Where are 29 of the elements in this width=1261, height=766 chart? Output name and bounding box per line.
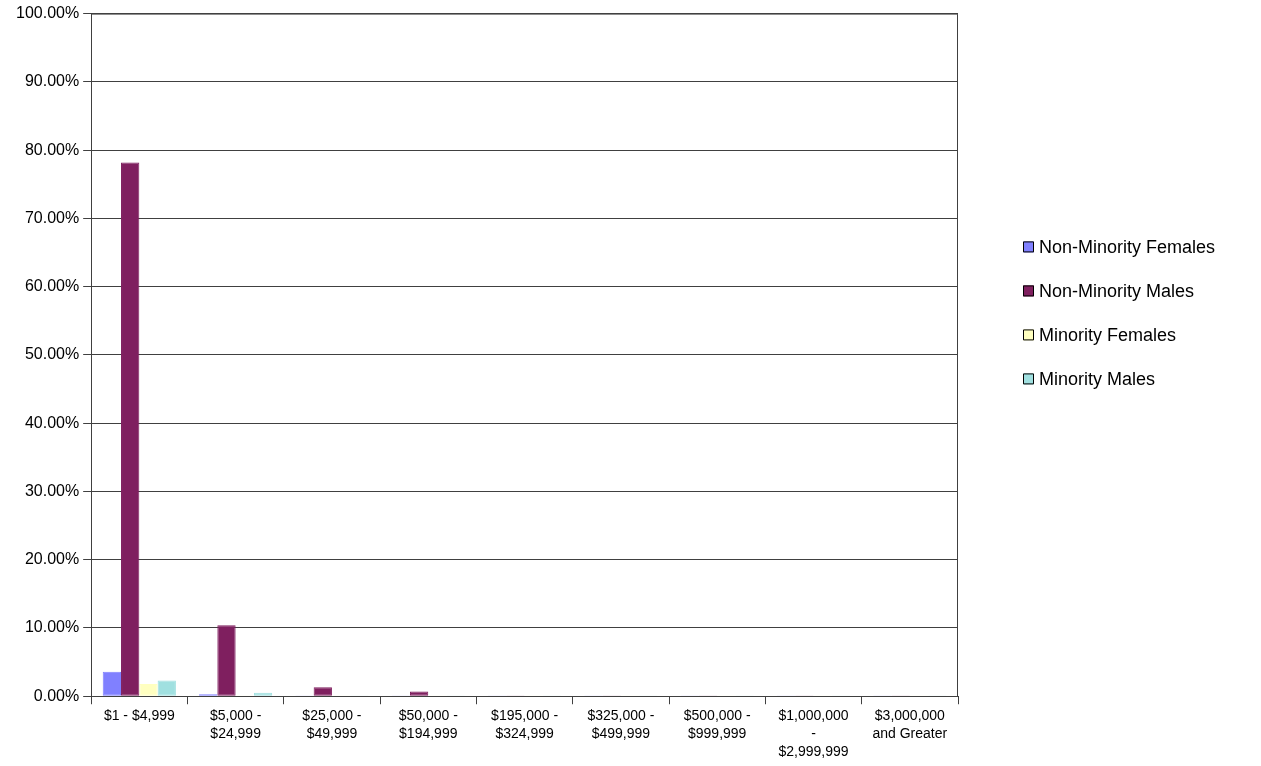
x-tick-label: $1 - $4,999 bbox=[103, 707, 175, 724]
y-tick-label: 90.00% bbox=[24, 72, 80, 90]
legend-label: Non-Minority Females bbox=[1039, 236, 1216, 257]
x-tick-label: $3,000,000 and Greater bbox=[872, 707, 948, 741]
bar bbox=[102, 671, 122, 696]
x-tick-label: $25,000 - $49,999 bbox=[302, 707, 362, 741]
bar bbox=[409, 691, 429, 696]
y-tick-label: 60.00% bbox=[24, 277, 80, 295]
legend-label: Minority Males bbox=[1039, 368, 1156, 389]
y-tick-label: 30.00% bbox=[24, 481, 80, 499]
legend-label: Minority Females bbox=[1039, 324, 1177, 345]
x-tick-label: $325,000 - $499,999 bbox=[587, 707, 655, 741]
legend-label: Non-Minority Males bbox=[1039, 280, 1195, 301]
bar bbox=[217, 625, 236, 696]
y-tick-label: 80.00% bbox=[24, 140, 80, 158]
y-tick-label: 10.00% bbox=[24, 618, 80, 636]
x-tick-label: $1,000,000 - $2,999,999 bbox=[778, 707, 849, 759]
bar bbox=[121, 162, 140, 696]
y-tick-label: 0.00% bbox=[33, 686, 80, 704]
y-tick-label: 20.00% bbox=[24, 550, 80, 568]
y-tick-label: 70.00% bbox=[24, 208, 80, 226]
x-tick-label: $50,000 - $194,999 bbox=[398, 707, 459, 741]
y-tick-label: 100.00% bbox=[15, 4, 80, 22]
y-tick-label: 50.00% bbox=[24, 345, 80, 363]
x-tick-label: $500,000 - $999,999 bbox=[683, 707, 752, 741]
x-tick-label: $195,000 - $324,999 bbox=[491, 707, 559, 741]
x-tick-label: $5,000 - $24,999 bbox=[209, 707, 262, 741]
y-tick-label: 40.00% bbox=[24, 413, 80, 431]
bar bbox=[313, 687, 332, 696]
